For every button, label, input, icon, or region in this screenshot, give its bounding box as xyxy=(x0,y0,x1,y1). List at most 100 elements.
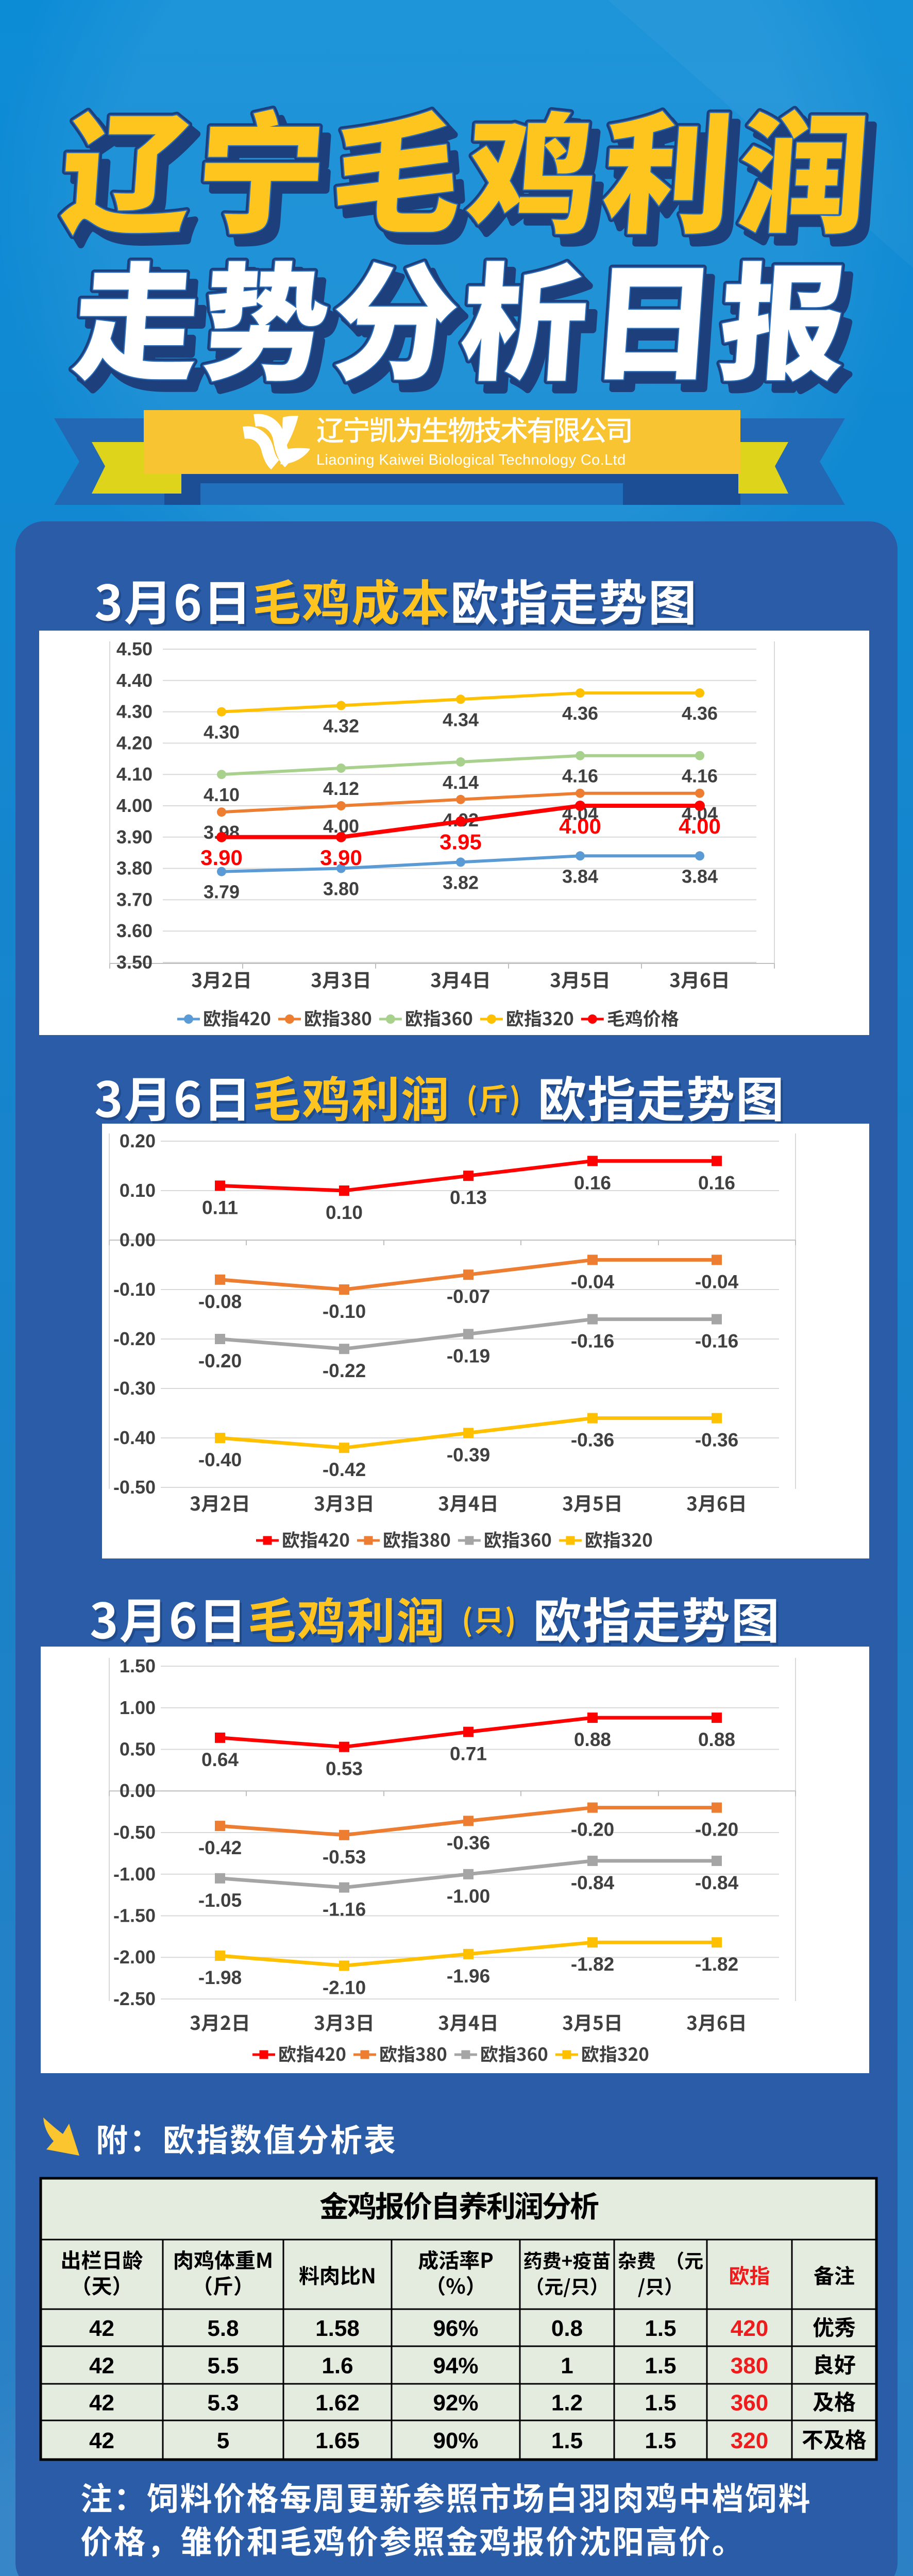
svg-text:-1.98: -1.98 xyxy=(198,1967,242,1988)
svg-text:-0.53: -0.53 xyxy=(323,1846,366,1868)
svg-text:3.95: 3.95 xyxy=(439,829,482,854)
svg-text:1.58: 1.58 xyxy=(315,2316,360,2341)
svg-text:-0.50: -0.50 xyxy=(113,1477,156,1498)
svg-text:3.60: 3.60 xyxy=(116,920,153,941)
svg-text:-0.08: -0.08 xyxy=(198,1291,242,1312)
svg-text:1.65: 1.65 xyxy=(315,2428,360,2453)
svg-text:5: 5 xyxy=(217,2428,229,2453)
svg-text:1.62: 1.62 xyxy=(315,2391,360,2416)
svg-text:3.50: 3.50 xyxy=(116,952,153,973)
svg-text:-0.04: -0.04 xyxy=(571,1271,615,1292)
svg-text:-0.84: -0.84 xyxy=(571,1872,615,1893)
svg-text:42: 42 xyxy=(89,2428,114,2453)
svg-text:4.36: 4.36 xyxy=(682,703,718,724)
svg-text:4.16: 4.16 xyxy=(682,766,718,787)
svg-text:4.00: 4.00 xyxy=(116,795,153,816)
svg-text:1.5: 1.5 xyxy=(645,2428,676,2453)
svg-text:1.5: 1.5 xyxy=(645,2353,676,2379)
svg-text:0.53: 0.53 xyxy=(326,1758,363,1780)
svg-text:42: 42 xyxy=(89,2353,114,2379)
svg-text:90%: 90% xyxy=(433,2428,478,2453)
svg-text:4.00: 4.00 xyxy=(679,814,721,838)
svg-text:4.34: 4.34 xyxy=(443,709,479,730)
svg-text:1: 1 xyxy=(561,2353,573,2379)
svg-text:-1.16: -1.16 xyxy=(323,1899,366,1920)
svg-text:5.8: 5.8 xyxy=(207,2316,239,2341)
svg-text:-0.36: -0.36 xyxy=(447,1832,490,1853)
svg-text:4.40: 4.40 xyxy=(116,670,153,691)
svg-text:3.90: 3.90 xyxy=(200,845,243,870)
svg-text:3.90: 3.90 xyxy=(116,826,153,848)
svg-text:Liaoning Kaiwei Biological Tec: Liaoning Kaiwei Biological Technology Co… xyxy=(316,452,626,468)
svg-text:4.00: 4.00 xyxy=(559,814,601,838)
svg-text:-0.19: -0.19 xyxy=(447,1345,490,1366)
svg-text:1.50: 1.50 xyxy=(120,1655,156,1676)
svg-text:-0.36: -0.36 xyxy=(695,1430,738,1451)
svg-text:0.16: 0.16 xyxy=(698,1172,735,1193)
svg-text:3.90: 3.90 xyxy=(320,845,362,870)
svg-text:94%: 94% xyxy=(433,2353,478,2379)
svg-text:0.71: 0.71 xyxy=(450,1743,487,1765)
svg-text:360: 360 xyxy=(731,2391,768,2416)
svg-text:320: 320 xyxy=(731,2428,768,2453)
svg-text:-0.16: -0.16 xyxy=(571,1331,614,1352)
svg-text:0.10: 0.10 xyxy=(326,1202,363,1223)
svg-text:4.10: 4.10 xyxy=(116,764,153,785)
svg-text:1.5: 1.5 xyxy=(645,2316,676,2341)
svg-text:0.16: 0.16 xyxy=(574,1172,611,1193)
svg-text:-0.20: -0.20 xyxy=(198,1350,242,1371)
svg-text:0.10: 0.10 xyxy=(120,1180,156,1201)
svg-text:3.82: 3.82 xyxy=(443,872,479,893)
svg-text:4.36: 4.36 xyxy=(562,703,598,724)
svg-text:4.20: 4.20 xyxy=(116,732,153,753)
svg-text:1.00: 1.00 xyxy=(120,1697,156,1718)
svg-text:-0.40: -0.40 xyxy=(198,1449,242,1470)
svg-text:-0.20: -0.20 xyxy=(113,1328,156,1349)
svg-text:96%: 96% xyxy=(433,2316,478,2341)
svg-text:380: 380 xyxy=(731,2353,768,2379)
svg-text:0.00: 0.00 xyxy=(120,1229,156,1250)
svg-text:-0.42: -0.42 xyxy=(198,1837,242,1858)
svg-text:-0.30: -0.30 xyxy=(113,1378,156,1399)
svg-text:0.13: 0.13 xyxy=(450,1187,487,1208)
svg-text:-0.42: -0.42 xyxy=(323,1459,366,1480)
svg-text:92%: 92% xyxy=(433,2391,478,2416)
svg-text:-2.10: -2.10 xyxy=(323,1977,366,1998)
svg-text:4.30: 4.30 xyxy=(204,722,240,743)
svg-text:-1.50: -1.50 xyxy=(113,1905,156,1926)
svg-text:4.32: 4.32 xyxy=(323,715,359,736)
svg-text:0.88: 0.88 xyxy=(574,1729,611,1750)
svg-text:42: 42 xyxy=(89,2391,114,2416)
svg-text:4.14: 4.14 xyxy=(443,772,479,793)
svg-text:-1.05: -1.05 xyxy=(198,1890,242,1911)
svg-text:-0.36: -0.36 xyxy=(571,1430,614,1451)
svg-text:3.79: 3.79 xyxy=(204,882,240,903)
svg-text:4.10: 4.10 xyxy=(204,784,240,805)
svg-text:0.00: 0.00 xyxy=(120,1780,156,1801)
svg-text:-0.10: -0.10 xyxy=(113,1279,156,1300)
svg-text:4.16: 4.16 xyxy=(562,766,598,787)
svg-text:4.30: 4.30 xyxy=(116,701,153,722)
svg-text:-0.20: -0.20 xyxy=(695,1819,738,1840)
svg-text:1.2: 1.2 xyxy=(551,2391,583,2416)
svg-text:0.50: 0.50 xyxy=(120,1739,156,1760)
svg-text:-0.40: -0.40 xyxy=(113,1427,156,1448)
svg-text:-1.96: -1.96 xyxy=(447,1965,490,1987)
svg-text:-1.00: -1.00 xyxy=(447,1886,490,1907)
svg-text:0.11: 0.11 xyxy=(202,1197,238,1218)
svg-text:4.50: 4.50 xyxy=(116,638,153,659)
svg-text:-1.00: -1.00 xyxy=(113,1863,156,1885)
svg-text:42: 42 xyxy=(89,2316,114,2341)
svg-text:3.84: 3.84 xyxy=(562,866,598,887)
svg-text:420: 420 xyxy=(731,2316,768,2341)
svg-text:-2.00: -2.00 xyxy=(113,1946,156,1968)
svg-text:3.80: 3.80 xyxy=(116,858,153,879)
svg-text:0.8: 0.8 xyxy=(551,2316,583,2341)
svg-text:4.12: 4.12 xyxy=(323,778,359,799)
svg-text:-2.50: -2.50 xyxy=(113,1988,156,2009)
svg-text:-0.20: -0.20 xyxy=(571,1819,614,1840)
svg-text:-1.82: -1.82 xyxy=(695,1954,738,1975)
svg-text:-0.84: -0.84 xyxy=(695,1872,739,1893)
svg-text:0.20: 0.20 xyxy=(120,1130,156,1151)
svg-text:-0.16: -0.16 xyxy=(695,1331,738,1352)
